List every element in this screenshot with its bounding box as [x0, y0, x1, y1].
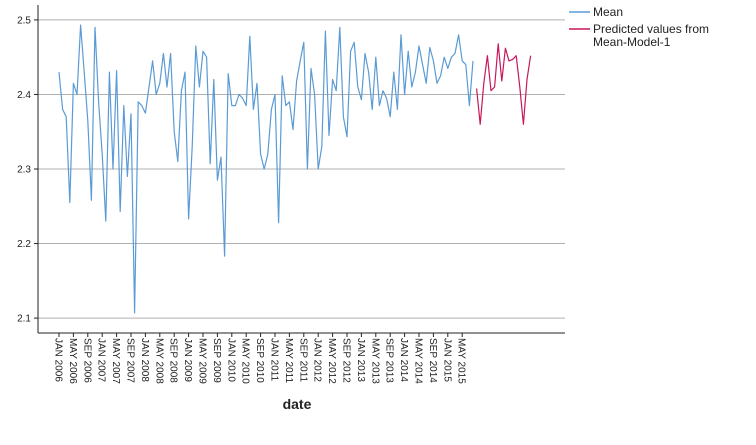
y-tick-label: 2.5 [17, 15, 31, 26]
series-line-mean [58, 24, 474, 314]
x-tick-label: SEP 2008 [168, 338, 179, 383]
x-tick-label: JAN 2015 [441, 338, 452, 382]
x-tick-label: MAY 2015 [456, 338, 467, 384]
x-tick-label: SEP 2011 [297, 338, 308, 383]
x-tick-label: MAY 2012 [326, 338, 337, 384]
x-tick-label: SEP 2006 [81, 338, 92, 383]
x-tick-label: SEP 2010 [254, 338, 265, 383]
legend-label: Mean-Model-1 [593, 35, 671, 49]
x-tick-label: MAY 2009 [197, 338, 208, 384]
x-tick-label: JAN 2006 [53, 338, 64, 382]
x-tick-label: JAN 2009 [182, 338, 193, 382]
x-tick-label: JAN 2013 [355, 338, 366, 382]
x-tick-label: MAY 2007 [110, 338, 121, 384]
y-tick-labels: 2.1 2.2 2.3 2.4 2.5 [17, 15, 38, 325]
x-tick-label: JAN 2012 [312, 338, 323, 382]
x-tick-label: MAY 2008 [153, 338, 164, 384]
x-tick-label: MAY 2010 [240, 338, 251, 384]
y-tick-label: 2.4 [17, 90, 31, 101]
x-tick-label: JAN 2008 [139, 338, 150, 382]
x-tick-label: SEP 2009 [211, 338, 222, 383]
series-line-predicted [476, 43, 532, 125]
y-tick-label: 2.1 [17, 314, 31, 325]
y-tick-label: 2.2 [17, 239, 31, 250]
gridlines [38, 19, 565, 319]
x-tick-label: SEP 2007 [125, 338, 136, 383]
x-tick-label: SEP 2014 [427, 338, 438, 383]
x-tick-label: JAN 2011 [269, 338, 280, 382]
x-tick-label: MAY 2014 [413, 338, 424, 384]
y-tick-label: 2.3 [17, 165, 31, 176]
x-axis-title: date [283, 396, 312, 412]
x-tick-label: JAN 2010 [225, 338, 236, 382]
legend-label: Mean [593, 5, 623, 19]
x-tick-label: MAY 2013 [369, 338, 380, 384]
x-tick-label: MAY 2011 [283, 338, 294, 383]
x-tick-label: SEP 2012 [341, 338, 352, 383]
x-tick-labels: JAN 2006 MAY 2006 SEP 2006 JAN 2007 MAY 2007… [53, 333, 467, 384]
x-tick-label: SEP 2013 [384, 338, 395, 383]
x-tick-label: JAN 2007 [96, 338, 107, 382]
legend-label: Predicted values from [593, 22, 709, 36]
x-tick-label: MAY 2006 [67, 338, 78, 384]
series-lines [58, 24, 532, 314]
x-tick-label: JAN 2014 [398, 338, 409, 382]
